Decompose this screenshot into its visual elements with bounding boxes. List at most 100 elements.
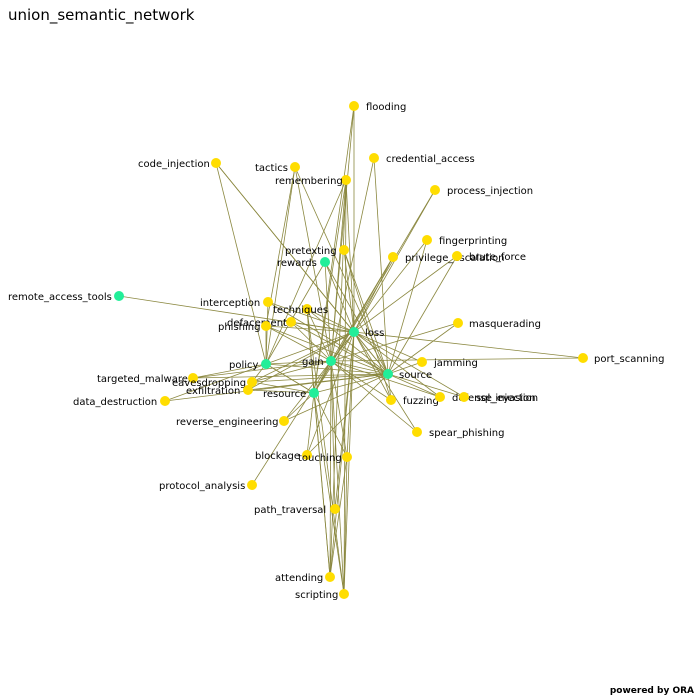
node-touching[interactable]: touching [298,452,352,464]
node-marker-credential_access[interactable] [369,153,379,163]
node-marker-rewards[interactable] [320,257,330,267]
edge-credential_access-source [373,157,389,375]
node-marker-privilege_escalation[interactable] [388,252,398,262]
node-marker-fuzzing[interactable] [386,395,396,405]
edge-loss-exfiltration [247,331,355,391]
edge-policy-targeted_malware [192,363,267,379]
node-marker-protocol_analysis[interactable] [247,480,257,490]
node-label-process_injection: process_injection [447,186,533,197]
edge-pretexting-loss [343,249,355,333]
edge-source-reverse_engineering [283,373,389,422]
node-phishing[interactable]: phishing [218,321,271,333]
node-marker-phishing[interactable] [261,321,271,331]
edge-phishing-source [265,325,389,375]
node-marker-masquerading[interactable] [453,318,463,328]
node-code_injection[interactable]: code_injection [138,158,221,170]
node-targeted_malware[interactable]: targeted_malware [97,373,198,385]
node-marker-path_traversal[interactable] [330,504,340,514]
node-source[interactable]: source [383,369,432,381]
node-marker-policy[interactable] [261,359,271,369]
node-reverse_engineering[interactable]: reverse_engineering [176,416,289,428]
node-fuzzing[interactable]: fuzzing [386,395,439,407]
node-marker-process_injection[interactable] [430,185,440,195]
node-marker-remembering[interactable] [341,175,351,185]
node-marker-remote_access_tools[interactable] [114,291,124,301]
node-marker-code_injection[interactable] [211,158,221,168]
node-marker-source[interactable] [383,369,393,379]
node-marker-reverse_engineering[interactable] [279,416,289,426]
node-scripting[interactable]: scripting [295,589,349,601]
node-port_scanning[interactable]: port_scanning [578,353,664,365]
node-marker-blockage[interactable] [302,450,312,460]
node-marker-attending[interactable] [325,572,335,582]
node-process_injection[interactable]: process_injection [430,185,533,197]
node-defense_evasion[interactable]: defense_evasion [435,392,536,404]
node-path_traversal[interactable]: path_traversal [254,504,340,516]
node-spear_phishing[interactable]: spear_phishing [412,427,504,439]
node-marker-loss[interactable] [349,327,359,337]
node-marker-targeted_malware[interactable] [188,373,198,383]
node-jamming[interactable]: jamming [417,357,478,369]
node-blockage[interactable]: blockage [255,450,312,462]
node-sql_injection[interactable]: sql_injection [459,392,538,404]
node-fingerprinting[interactable]: fingerprinting [422,235,507,247]
edge-gain-path_traversal [330,360,336,510]
node-remote_access_tools[interactable]: remote_access_tools [8,291,124,303]
node-policy[interactable]: policy [229,359,271,371]
node-masquerading[interactable]: masquerading [453,318,541,330]
edge-loss-sql_injection [353,331,465,398]
node-marker-flooding[interactable] [349,101,359,111]
node-marker-tactics[interactable] [290,162,300,172]
node-marker-fingerprinting[interactable] [422,235,432,245]
node-defacement[interactable]: defacement [227,317,296,329]
node-marker-interception[interactable] [263,297,273,307]
node-marker-brute_force[interactable] [452,251,462,261]
node-label-blockage: blockage [255,451,300,462]
node-techniques[interactable]: techniques [273,304,328,316]
node-marker-data_destruction[interactable] [160,396,170,406]
node-flooding[interactable]: flooding [349,101,406,113]
node-label-data_destruction: data_destruction [73,397,157,408]
edge-loss-source [353,331,389,375]
edge-rewards-gain [324,261,332,362]
node-marker-exfiltration[interactable] [243,385,253,395]
node-marker-defense_evasion[interactable] [435,392,445,402]
node-resource[interactable]: resource [263,388,319,400]
node-marker-jamming[interactable] [417,357,427,367]
node-credential_access[interactable]: credential_access [369,153,475,165]
node-marker-defacement[interactable] [286,317,296,327]
node-pretexting[interactable]: pretexting [285,245,349,257]
node-rewards[interactable]: rewards [277,257,330,269]
node-protocol_analysis[interactable]: protocol_analysis [159,480,257,492]
node-exfiltration[interactable]: exfiltration [186,385,253,397]
edge-gain-port_scanning [330,357,584,362]
node-marker-spear_phishing[interactable] [412,427,422,437]
node-marker-resource[interactable] [309,388,319,398]
node-attending[interactable]: attending [275,572,335,584]
node-label-policy: policy [229,360,259,371]
node-label-fingerprinting: fingerprinting [439,236,507,247]
node-marker-techniques[interactable] [302,304,312,314]
node-loss[interactable]: loss [349,327,384,339]
edge-resource-scripting [313,392,345,595]
edge-gain-attending [329,360,332,578]
node-marker-sql_injection[interactable] [459,392,469,402]
node-remembering[interactable]: remembering [275,175,351,187]
node-marker-touching[interactable] [342,452,352,462]
node-tactics[interactable]: tactics [255,162,300,174]
node-marker-gain[interactable] [326,356,336,366]
node-data_destruction[interactable]: data_destruction [73,396,170,408]
edge-resource-reverse_engineering [283,392,315,422]
node-marker-eavesdropping[interactable] [247,377,257,387]
node-marker-pretexting[interactable] [339,245,349,255]
node-marker-port_scanning[interactable] [578,353,588,363]
node-brute_force[interactable]: brute_force [452,251,526,263]
node-interception[interactable]: interception [200,297,273,309]
node-marker-scripting[interactable] [339,589,349,599]
node-label-pretexting: pretexting [285,246,337,257]
node-label-eavesdropping: eavesdropping [172,378,246,389]
node-eavesdropping[interactable]: eavesdropping [172,377,257,389]
node-gain[interactable]: gain [302,356,336,368]
edge-brute_force-source [387,255,458,375]
